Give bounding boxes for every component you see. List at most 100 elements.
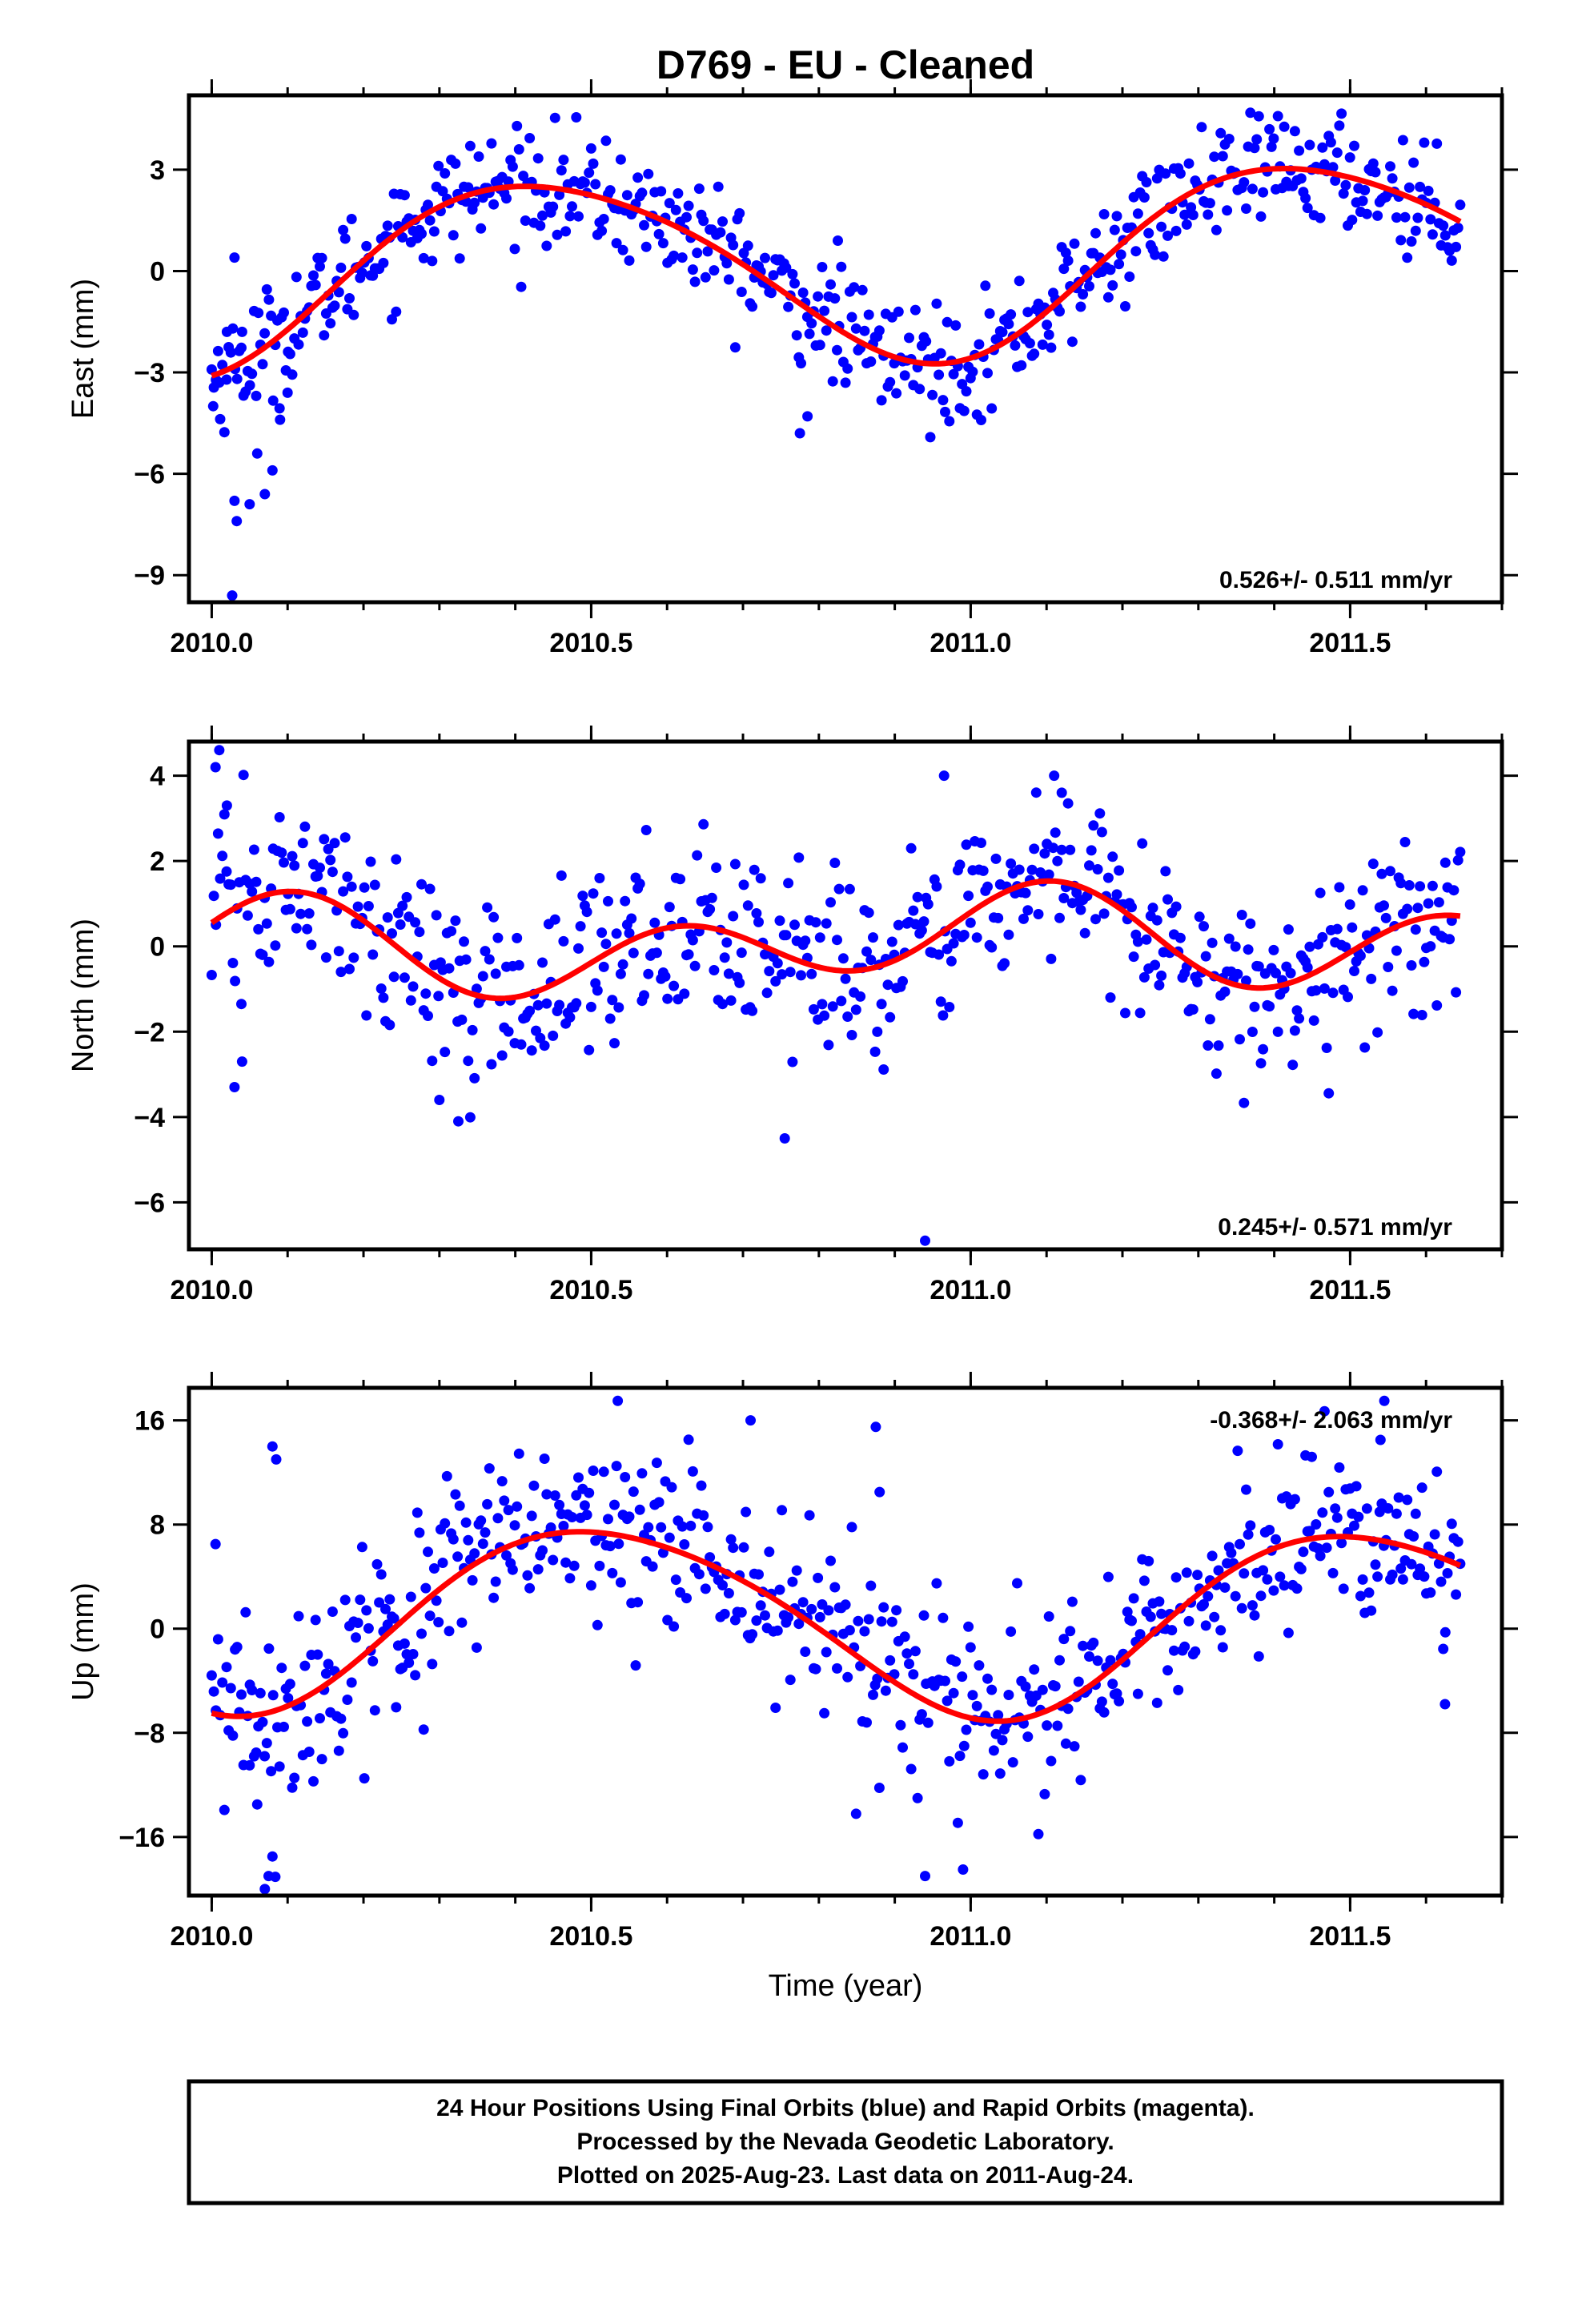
data-point: [1311, 985, 1322, 996]
data-point: [1406, 236, 1417, 247]
data-point: [899, 370, 910, 381]
data-point: [1343, 991, 1353, 1003]
data-point: [948, 938, 959, 949]
data-point: [437, 1558, 448, 1568]
data-point: [513, 144, 524, 155]
data-point: [274, 403, 285, 414]
data-point: [335, 967, 347, 978]
data-point: [433, 991, 444, 1002]
data-point: [315, 261, 325, 272]
data-point: [770, 1703, 781, 1713]
data-point: [208, 891, 219, 902]
data-point: [541, 240, 552, 251]
data-point: [545, 1522, 556, 1533]
data-point: [259, 1751, 271, 1762]
data-point: [1419, 956, 1430, 967]
up-points: [206, 1395, 1466, 1895]
data-point: [1037, 339, 1048, 350]
data-point: [1393, 1492, 1404, 1503]
data-point: [399, 972, 410, 983]
x-tick-label: 2010.0: [170, 628, 253, 658]
data-point: [1192, 1570, 1203, 1581]
data-point: [1239, 1097, 1250, 1108]
footer-line-1: 24 Hour Positions Using Final Orbits (bl…: [436, 2095, 1255, 2121]
data-point: [916, 1709, 927, 1720]
data-point: [1088, 820, 1099, 831]
data-point: [990, 1728, 1002, 1739]
data-point: [865, 955, 877, 966]
data-point: [859, 1626, 870, 1637]
data-point: [352, 901, 363, 912]
data-point: [1209, 1611, 1220, 1622]
data-point: [872, 1026, 883, 1037]
data-point: [687, 264, 698, 275]
data-point: [1006, 1626, 1017, 1637]
data-point: [486, 1059, 497, 1070]
data-point: [1241, 1484, 1251, 1495]
data-point: [868, 1689, 878, 1700]
data-point: [346, 214, 357, 224]
data-point: [967, 1690, 978, 1701]
y-tick-label: 16: [135, 1406, 165, 1437]
data-point: [1130, 246, 1142, 257]
data-point: [512, 1501, 523, 1512]
data-point: [1084, 280, 1094, 292]
data-point: [571, 112, 582, 123]
data-point: [990, 853, 1002, 864]
data-point: [952, 1817, 963, 1828]
data-point: [1372, 210, 1383, 221]
data-point: [935, 348, 946, 359]
data-point: [1336, 108, 1347, 119]
data-point: [1102, 1571, 1114, 1582]
data-point: [236, 326, 247, 337]
data-point: [1158, 251, 1169, 262]
data-point: [1268, 944, 1279, 955]
data-point: [1020, 1681, 1031, 1692]
data-point: [573, 1472, 584, 1483]
data-point: [853, 1615, 864, 1626]
data-point: [779, 1133, 790, 1144]
y-tick-label: 8: [150, 1510, 165, 1541]
data-point: [315, 862, 325, 874]
data-point: [374, 1597, 385, 1608]
data-point: [876, 395, 887, 406]
data-point: [604, 185, 616, 196]
data-point: [351, 1632, 361, 1643]
y-tick-label: −6: [134, 460, 165, 490]
data-point: [1336, 1538, 1347, 1549]
data-point: [942, 316, 953, 328]
data-point: [1383, 962, 1394, 972]
data-point: [391, 306, 402, 317]
data-point: [410, 1670, 421, 1681]
data-point: [367, 1655, 379, 1667]
data-point: [938, 1612, 949, 1623]
data-point: [984, 308, 995, 319]
data-point: [1323, 1088, 1335, 1099]
data-point: [832, 935, 842, 946]
data-point: [783, 878, 794, 889]
data-point: [1033, 909, 1044, 919]
y-tick-label: 0: [150, 932, 165, 963]
data-point: [986, 942, 998, 953]
data-point: [382, 220, 393, 231]
data-point: [310, 1614, 321, 1626]
data-point: [501, 1550, 512, 1561]
data-point: [1321, 1542, 1332, 1554]
data-point: [1207, 937, 1218, 948]
data-point: [1285, 967, 1296, 979]
data-point: [677, 1521, 688, 1532]
data-point: [1179, 209, 1191, 220]
data-point: [532, 153, 544, 164]
data-point: [683, 949, 694, 960]
data-point: [420, 1582, 432, 1594]
data-point: [755, 873, 766, 884]
data-point: [375, 983, 387, 994]
data-point: [630, 1660, 641, 1671]
data-point: [1213, 1565, 1224, 1576]
data-point: [1162, 1665, 1173, 1676]
east-points: [206, 107, 1466, 601]
data-point: [1223, 134, 1235, 144]
data-point: [1374, 1506, 1385, 1518]
data-point: [380, 1603, 391, 1614]
y-tick-label: −9: [134, 561, 165, 591]
